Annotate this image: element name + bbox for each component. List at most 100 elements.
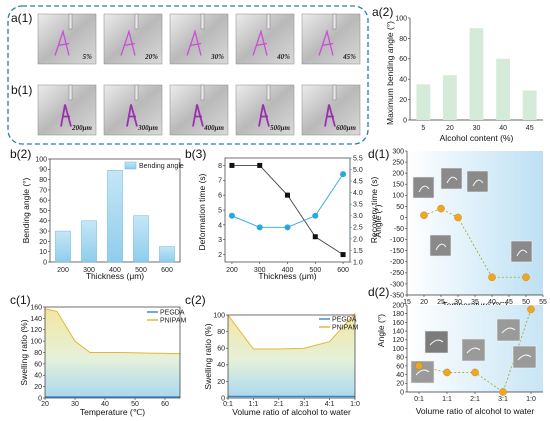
y-tick-label: 60: [396, 363, 404, 370]
panel-label-b2: b(2): [10, 147, 31, 161]
series-line-deformation: [231, 164, 344, 255]
bar: [522, 90, 537, 120]
y2-tick-label: 5.5: [353, 155, 363, 162]
x-tick-label: 20: [446, 125, 454, 132]
y-tick-label: 180: [392, 311, 404, 318]
y-tick-label: 40: [217, 362, 225, 369]
bar: [133, 215, 149, 263]
point-angle: [437, 204, 445, 213]
y-tick-label: 50: [39, 208, 47, 215]
point-angle: [522, 273, 530, 282]
gripper-sample-icon: [252, 29, 268, 56]
x-tick-label: 50: [522, 299, 530, 306]
point-angle: [488, 273, 496, 282]
y-tick-label: 100: [395, 15, 407, 22]
photo-label: 300μm: [137, 124, 158, 132]
x-tick-label: 25: [437, 299, 445, 306]
y-tick-label: 100: [213, 312, 225, 319]
inset-photo: [412, 176, 435, 199]
legend-label: Bending angle: [139, 163, 184, 170]
y-tick-label: -350: [390, 292, 404, 299]
y-tick-label: 100: [392, 193, 404, 200]
x-tick-label: 1:1: [442, 396, 452, 403]
y2-tick-label: 3.5: [353, 202, 363, 209]
x-tick-label: 300: [83, 267, 95, 274]
y-tick-label: 4: [218, 222, 222, 229]
panel-label-a1: a(1): [11, 11, 32, 25]
x-axis-title: Volume ratio of alcohol to water: [416, 406, 535, 416]
y-tick-label: 7: [218, 178, 222, 185]
y-tick-label: 160: [30, 304, 42, 311]
point-angle: [499, 388, 507, 396]
y-tick-label: 50: [396, 204, 404, 211]
inset-photo: [461, 338, 486, 362]
y-tick-label: 40: [399, 77, 407, 84]
needle-icon: [332, 13, 337, 30]
x-tick-label: 2:1: [274, 401, 284, 408]
x-tick-label: 40: [499, 125, 507, 132]
y-tick-label: 300: [392, 148, 404, 155]
sample-icon: [446, 176, 458, 184]
y-axis-title: Deformation time (s): [197, 173, 207, 250]
sample-icon: [418, 185, 430, 193]
panel-label-b3: b(3): [185, 147, 206, 161]
sample-icon: [415, 369, 430, 376]
photo-tile: [301, 13, 361, 65]
panel-label-d1: d(1): [368, 147, 389, 161]
y2-tick-label: 4.5: [353, 179, 363, 186]
y-tick-label: -50: [394, 226, 404, 233]
x-axis-title: Thickness (μm): [258, 271, 316, 281]
panel-label-b1: b(1): [11, 83, 32, 97]
x-tick-label: 4:1: [325, 401, 335, 408]
point-recovery: [256, 224, 263, 231]
chart-d1: 300 250 200 150 100 50 0 -50 -100 -150 -200 -250 -30…: [373, 148, 547, 310]
y-tick-label: 80: [396, 355, 404, 362]
y-axis-title: Recovery time (s): [369, 177, 379, 244]
x-tick-label: 0:1: [223, 401, 233, 408]
y-tick-label: 0: [221, 395, 225, 402]
x-tick-label: 20: [41, 401, 49, 408]
point-angle: [527, 305, 535, 314]
y-tick-label: 60: [39, 198, 47, 205]
y-axis-title: Maximum bending angle (°): [385, 21, 395, 125]
y2-tick-label: 1.5: [353, 248, 363, 255]
y-tick-label: 2: [218, 252, 222, 259]
y-tick-label: 150: [392, 182, 404, 189]
y-tick-label: 0: [43, 259, 47, 266]
x-tick-label: 3:1: [498, 396, 508, 403]
x-tick-label: 30: [454, 299, 462, 306]
y-tick-label: 10: [39, 249, 47, 256]
area-pnipam: [45, 308, 180, 398]
sample-icon: [435, 243, 447, 251]
x-tick-label: 300: [254, 267, 266, 274]
y-axis-title: Angle (°): [373, 204, 383, 237]
inset-photo: [410, 360, 435, 384]
photo-label: 45%: [342, 53, 356, 61]
y-tick-label: -100: [390, 237, 404, 244]
y2-tick-label: 4.0: [353, 190, 363, 197]
y-tick-label: 140: [30, 316, 42, 323]
bar: [442, 75, 457, 120]
y-tick-label: 100: [35, 156, 47, 163]
x-tick-label: 1:1: [249, 401, 259, 408]
x-tick-label: 45: [526, 125, 534, 132]
x-tick-label: 0:1: [414, 396, 424, 403]
bar: [159, 246, 175, 263]
photo-row-b: 200μm 300μm 400μm 500μm 600μm: [37, 84, 361, 136]
y-tick-label: 80: [399, 36, 407, 43]
chart-c2: 0 20 40 60 80 100 0:1 1:1 2:1 3:1 4:1 1:0 PEGDAPNIPA…: [203, 312, 360, 417]
plot-frame: [227, 314, 356, 399]
photo-label: 600μm: [336, 124, 356, 132]
x-tick-label: 1:0: [526, 396, 536, 403]
photo-label: 400μm: [203, 124, 224, 132]
gripper-sample-icon: [120, 29, 136, 56]
x-tick-label: 45: [505, 299, 513, 306]
x-tick-label: 5: [421, 125, 425, 132]
area-pnipam: [228, 313, 355, 398]
point-angle: [454, 213, 462, 222]
panel-label-d2: d(2): [368, 285, 389, 299]
photo-tile: [103, 13, 163, 65]
y-tick-label: 40: [39, 218, 47, 225]
